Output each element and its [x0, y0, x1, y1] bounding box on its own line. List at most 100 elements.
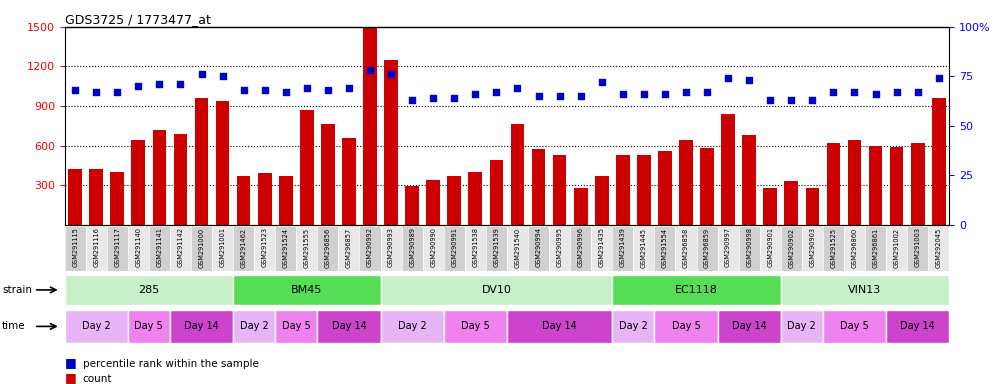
Point	[847, 89, 863, 95]
Bar	[612, 227, 633, 271]
Bar	[890, 147, 904, 225]
Bar	[886, 227, 908, 271]
Bar	[658, 151, 672, 225]
Text: GSM291525: GSM291525	[830, 227, 836, 268]
Bar	[763, 188, 777, 225]
Text: GSM291539: GSM291539	[493, 227, 499, 267]
Bar	[279, 176, 292, 225]
Point	[825, 89, 841, 95]
Bar	[342, 137, 356, 225]
Bar	[549, 227, 571, 271]
Bar	[528, 227, 549, 271]
Bar	[553, 155, 567, 225]
Point	[804, 97, 820, 103]
Text: Day 2: Day 2	[240, 321, 268, 331]
Bar	[802, 227, 823, 271]
Bar	[216, 101, 230, 225]
Text: GSM296856: GSM296856	[325, 227, 331, 268]
Point	[341, 85, 357, 91]
Text: ■: ■	[65, 371, 77, 384]
Text: percentile rank within the sample: percentile rank within the sample	[83, 359, 258, 369]
Text: count: count	[83, 374, 112, 384]
Text: Day 14: Day 14	[901, 321, 935, 331]
Point	[593, 79, 609, 85]
Bar	[823, 310, 886, 343]
Text: GSM296861: GSM296861	[873, 227, 879, 268]
Bar	[426, 180, 440, 225]
Text: strain: strain	[2, 285, 32, 295]
Bar	[131, 140, 145, 225]
Bar	[612, 310, 654, 343]
Text: GSM290901: GSM290901	[767, 227, 773, 267]
Point	[552, 93, 568, 99]
Point	[510, 85, 526, 91]
Text: DV10: DV10	[481, 285, 511, 295]
Bar	[237, 176, 250, 225]
Bar	[128, 227, 149, 271]
Bar	[612, 275, 780, 305]
Point	[910, 89, 925, 95]
Bar	[722, 114, 735, 225]
Point	[109, 89, 125, 95]
Bar	[170, 310, 234, 343]
Bar	[507, 310, 612, 343]
Bar	[928, 227, 949, 271]
Text: GSM291435: GSM291435	[598, 227, 604, 267]
Point	[277, 89, 294, 95]
Point	[215, 73, 231, 79]
Bar	[507, 227, 528, 271]
Bar	[152, 130, 166, 225]
Text: GSM291116: GSM291116	[93, 227, 99, 267]
Bar	[848, 140, 862, 225]
Bar	[932, 98, 945, 225]
Text: GSM291141: GSM291141	[156, 227, 162, 267]
Bar	[465, 227, 486, 271]
Point	[446, 95, 462, 101]
Text: Day 14: Day 14	[732, 321, 766, 331]
Bar	[865, 227, 886, 271]
Text: GSM296857: GSM296857	[346, 227, 352, 268]
Bar	[911, 143, 924, 225]
Bar	[402, 227, 422, 271]
Text: GSM290902: GSM290902	[788, 227, 794, 268]
Point	[256, 87, 272, 93]
Text: GSM291002: GSM291002	[894, 227, 900, 268]
Bar	[406, 186, 419, 225]
Bar	[317, 310, 381, 343]
Text: GSM291462: GSM291462	[241, 227, 247, 268]
Text: GSM292045: GSM292045	[935, 227, 941, 268]
Bar	[174, 134, 187, 225]
Text: GSM296858: GSM296858	[683, 227, 689, 268]
Text: GSM291555: GSM291555	[304, 227, 310, 268]
Text: GSM290991: GSM290991	[451, 227, 457, 267]
Text: 285: 285	[138, 285, 159, 295]
Text: ■: ■	[65, 356, 77, 369]
Bar	[739, 227, 759, 271]
Bar	[65, 310, 128, 343]
Bar	[718, 227, 739, 271]
Bar	[234, 227, 254, 271]
Bar	[823, 227, 844, 271]
Bar	[886, 310, 949, 343]
Point	[362, 67, 378, 73]
Point	[173, 81, 189, 87]
Point	[720, 75, 736, 81]
Bar	[360, 227, 381, 271]
Point	[488, 89, 504, 95]
Text: Day 2: Day 2	[398, 321, 426, 331]
Text: GSM291000: GSM291000	[199, 227, 205, 268]
Bar	[65, 275, 234, 305]
Point	[573, 93, 588, 99]
Bar	[718, 310, 780, 343]
Bar	[381, 275, 612, 305]
Bar	[574, 188, 587, 225]
Bar	[234, 275, 381, 305]
Text: GSM290995: GSM290995	[557, 227, 563, 267]
Point	[636, 91, 652, 97]
Bar	[780, 275, 949, 305]
Text: GSM290990: GSM290990	[430, 227, 436, 267]
Text: Day 5: Day 5	[672, 321, 701, 331]
Text: GSM290903: GSM290903	[809, 227, 815, 267]
Text: Day 14: Day 14	[542, 321, 577, 331]
Text: GSM291524: GSM291524	[282, 227, 289, 268]
